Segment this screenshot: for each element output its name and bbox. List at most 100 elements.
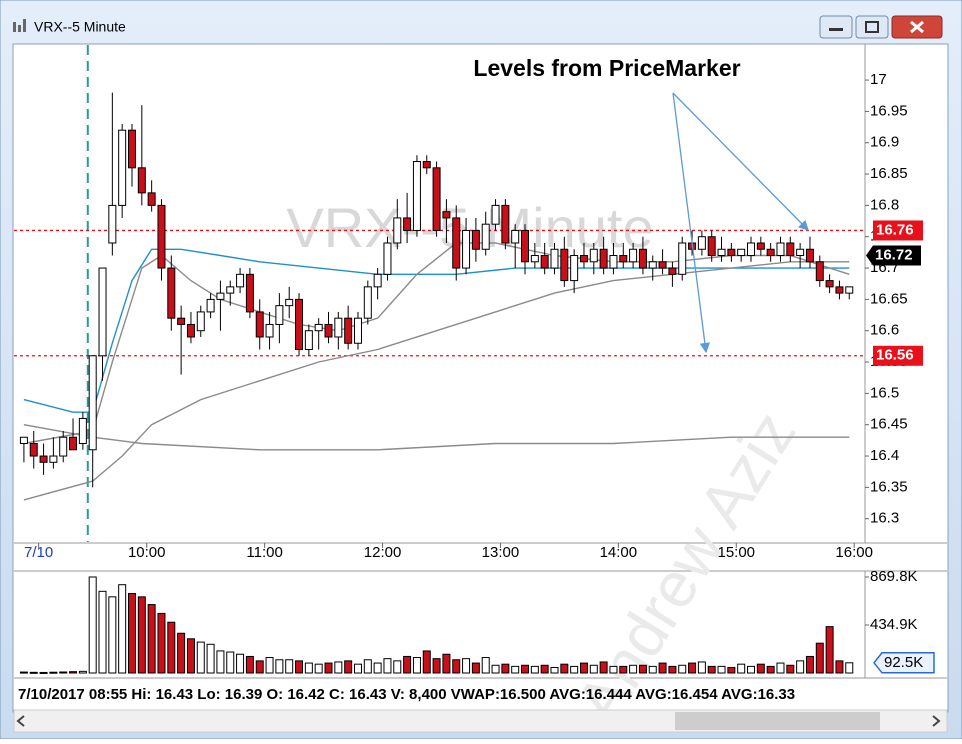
volume-marker-box — [873, 652, 935, 674]
volume-bar — [452, 659, 461, 674]
candle-body — [412, 161, 421, 231]
plot: 1716.9516.916.8516.816.7516.716.6516.616… — [14, 45, 935, 674]
candle-body — [216, 292, 225, 300]
volume-bar — [383, 658, 392, 674]
volume-bar — [78, 670, 87, 674]
volume-bar — [766, 665, 775, 674]
volume-bar — [393, 660, 402, 674]
volume-bar — [442, 653, 451, 674]
chart-area — [12, 43, 949, 713]
volume-marker-label: 92.5K — [884, 654, 923, 671]
candle-body — [69, 436, 78, 451]
candle-body — [432, 167, 441, 231]
candle-body — [98, 267, 107, 357]
candle-body — [805, 248, 814, 263]
candle-body — [19, 436, 28, 445]
volume-bar — [127, 593, 136, 674]
volume-bar — [236, 653, 245, 674]
volume-bar — [599, 661, 608, 674]
volume-bar — [69, 671, 78, 674]
minimize-button[interactable] — [819, 15, 853, 39]
candle-body — [275, 305, 284, 325]
x-tick-label: 11:00 — [246, 544, 282, 561]
volume-bar — [186, 638, 195, 674]
volume-bar — [108, 596, 117, 674]
candle-body — [88, 355, 97, 451]
candle-body — [285, 298, 294, 307]
level-label-box — [873, 345, 923, 366]
y-tick-label: 16.5 — [870, 384, 899, 401]
x-tick-label: 16:00 — [835, 544, 873, 561]
volume-bar — [589, 664, 598, 674]
y-tick-label: 16.3 — [870, 510, 899, 527]
y-tick-label: 16.45 — [870, 416, 908, 433]
candle-body — [707, 236, 716, 257]
volume-bar — [638, 664, 647, 674]
volume-bar — [521, 664, 530, 674]
candle-body — [177, 317, 186, 325]
candle-body — [186, 323, 195, 338]
candle-body — [668, 267, 677, 275]
volume-bar — [49, 671, 58, 674]
candle-body — [845, 286, 854, 294]
volume-bar — [19, 671, 28, 674]
candle-body — [786, 242, 795, 257]
volume-bar — [619, 665, 628, 674]
volume-bar — [668, 665, 677, 674]
candle-body — [501, 204, 510, 244]
x-tick-label: 14:00 — [600, 544, 638, 561]
candle-body — [727, 248, 736, 257]
volume-bar — [39, 671, 48, 674]
candle-body — [452, 217, 461, 269]
candle-body — [796, 248, 805, 257]
y-tick-label: 16.65 — [870, 290, 908, 307]
volume-bar — [629, 664, 638, 674]
candle-body — [511, 229, 520, 244]
moving-average-line — [23, 261, 850, 501]
candle-body — [619, 255, 628, 263]
candle-body — [599, 248, 608, 269]
x-tick-label: 13:00 — [482, 544, 520, 561]
maximize-button[interactable] — [855, 15, 889, 39]
candle-body — [766, 248, 775, 257]
level-label: 16.76 — [876, 221, 914, 238]
candle-body — [334, 317, 343, 338]
volume-bar — [747, 665, 756, 674]
x-tick-label: 7/10 — [24, 544, 53, 561]
candle-body — [344, 317, 353, 344]
y-tick-label: 16.6 — [870, 322, 899, 339]
level-label-box — [873, 220, 923, 241]
volume-bar — [609, 665, 618, 674]
annotation-arrow — [672, 92, 711, 354]
volume-bar — [688, 662, 697, 674]
candle-body — [196, 311, 205, 332]
scrollbar[interactable] — [13, 709, 948, 733]
candle-body — [442, 211, 451, 219]
candle-body — [206, 298, 215, 313]
volume-bar — [786, 664, 795, 674]
volume-bar — [88, 576, 97, 674]
volume-bar — [265, 657, 274, 674]
volume-bar — [314, 663, 323, 674]
volume-bar — [177, 632, 186, 674]
candle-body — [629, 248, 638, 263]
candle-body — [717, 248, 726, 257]
window-icon — [13, 19, 26, 32]
candle-body — [137, 167, 146, 194]
close-button[interactable] — [891, 15, 943, 39]
volume-bar — [697, 661, 706, 674]
candle-body — [59, 436, 68, 457]
volume-bar — [206, 643, 215, 674]
candle-body — [579, 255, 588, 263]
volume-tick-label: 434.9K — [870, 616, 918, 633]
volume-bar — [157, 612, 166, 674]
volume-bar — [462, 658, 471, 674]
candle-body — [49, 455, 58, 463]
candle-body — [324, 323, 333, 338]
candle-body — [638, 248, 647, 269]
volume-bar — [285, 659, 294, 674]
volume-bar — [118, 584, 127, 674]
candle-body — [167, 267, 176, 319]
status-bar: 7/10/2017 08:55 Hi: 16.43 Lo: 16.39 O: 1… — [18, 686, 795, 703]
